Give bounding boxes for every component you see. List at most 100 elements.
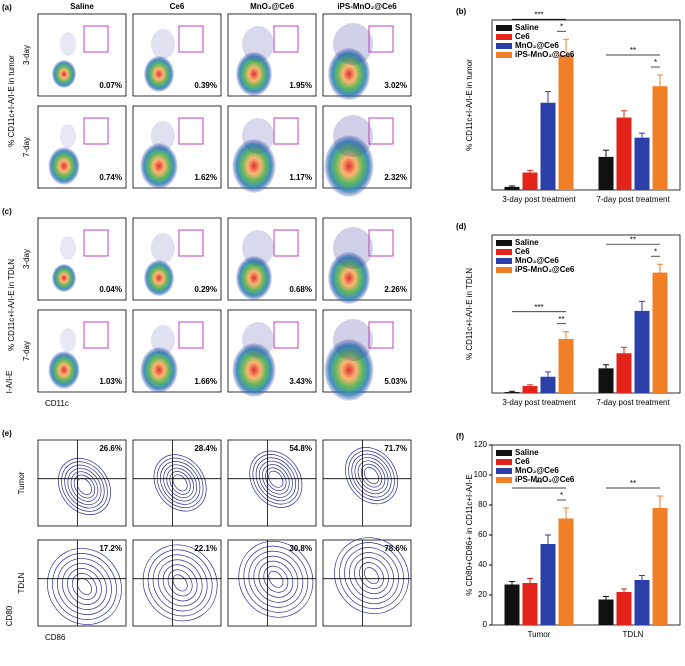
significance-label: ** bbox=[536, 479, 542, 488]
bar bbox=[598, 368, 614, 393]
gate bbox=[273, 229, 299, 257]
y-axis-title: % CD80+CD86+ in CD11c+I-A/I-E bbox=[465, 474, 474, 595]
cell-cloud bbox=[333, 23, 373, 65]
legend-swatch bbox=[496, 267, 512, 273]
contour bbox=[47, 548, 122, 625]
bar bbox=[652, 272, 668, 393]
cell-cloud bbox=[140, 143, 178, 189]
gate bbox=[273, 25, 299, 53]
legend-swatch bbox=[496, 25, 512, 31]
plot-frame bbox=[322, 539, 412, 627]
cell-cloud bbox=[140, 347, 178, 393]
legend-label: Saline bbox=[515, 448, 539, 457]
significance-label: * bbox=[654, 247, 657, 256]
bar bbox=[558, 338, 574, 393]
contour bbox=[166, 467, 194, 499]
legend-swatch bbox=[496, 258, 512, 264]
gate bbox=[368, 321, 394, 349]
row-label: Tumor bbox=[17, 471, 26, 494]
y-tick-label: 80 bbox=[478, 500, 487, 509]
contour bbox=[249, 450, 303, 508]
significance-label: *** bbox=[534, 303, 543, 312]
contour bbox=[238, 540, 314, 618]
cell-cloud bbox=[242, 230, 274, 266]
x-tick-label: Tumor bbox=[528, 630, 551, 639]
axis-label: CD86 bbox=[45, 633, 66, 642]
cell-cloud bbox=[232, 343, 276, 397]
contour bbox=[156, 457, 204, 509]
contour bbox=[152, 554, 208, 612]
gate-percent: 1.95% bbox=[289, 81, 312, 90]
legend-label: MnO₂@Ce6 bbox=[515, 41, 559, 50]
legend-label: iPS-MnO₂@Ce6 bbox=[515, 265, 575, 274]
quadrant-percent: 71.7% bbox=[384, 444, 407, 453]
gate bbox=[178, 117, 204, 145]
panel-label: (e) bbox=[2, 429, 12, 438]
x-tick-label: 3-day post treatment bbox=[502, 195, 576, 204]
bar bbox=[558, 54, 574, 190]
gate bbox=[273, 321, 299, 349]
quadrant-percent: 17.2% bbox=[99, 544, 122, 553]
panel-label: (a) bbox=[2, 3, 12, 12]
axis-label: CD11c bbox=[45, 399, 69, 408]
bar bbox=[522, 386, 538, 393]
bar bbox=[558, 518, 574, 625]
cell-cloud bbox=[60, 328, 76, 352]
contour bbox=[72, 573, 97, 600]
significance-label: * bbox=[654, 58, 657, 67]
cell-cloud bbox=[48, 351, 80, 389]
y-tick-label: 120 bbox=[474, 440, 488, 449]
row-label: 7-day bbox=[22, 341, 31, 361]
contour bbox=[70, 471, 99, 502]
cell-cloud bbox=[328, 252, 370, 304]
gate bbox=[178, 229, 204, 257]
bar bbox=[504, 584, 520, 625]
contour bbox=[258, 560, 294, 598]
contour bbox=[67, 468, 102, 506]
cell-cloud bbox=[60, 236, 76, 260]
quadrant-percent: 54.8% bbox=[289, 444, 312, 453]
contour bbox=[142, 544, 218, 622]
bar bbox=[634, 580, 650, 625]
cell-cloud bbox=[52, 264, 76, 292]
quadrant-percent: 30.8% bbox=[289, 544, 312, 553]
gate-percent: 0.04% bbox=[99, 285, 122, 294]
contour bbox=[76, 478, 92, 496]
y-tick-label: 60 bbox=[478, 530, 487, 539]
cell-cloud bbox=[324, 135, 374, 197]
significance-label: * bbox=[560, 22, 563, 31]
contour bbox=[64, 464, 105, 509]
legend-label: MnO₂@Ce6 bbox=[515, 466, 559, 475]
cell-cloud bbox=[52, 60, 76, 88]
contour bbox=[172, 474, 188, 492]
bar bbox=[598, 599, 614, 625]
contour bbox=[76, 578, 92, 596]
cell-cloud bbox=[48, 147, 80, 185]
contour bbox=[360, 463, 383, 488]
legend-swatch bbox=[496, 249, 512, 255]
gate bbox=[368, 229, 394, 257]
bar bbox=[504, 392, 520, 393]
plot-frame bbox=[322, 439, 412, 527]
bar bbox=[616, 592, 632, 625]
cell-cloud bbox=[236, 256, 272, 300]
column-title: iPS-MnO₂@Ce6 bbox=[337, 2, 397, 11]
bar bbox=[522, 583, 538, 625]
contour bbox=[255, 457, 296, 502]
bar bbox=[540, 376, 556, 393]
contour bbox=[57, 558, 112, 615]
row-label: TDLN bbox=[17, 572, 26, 593]
contour bbox=[52, 553, 117, 620]
bar bbox=[598, 156, 614, 190]
legend-swatch bbox=[496, 240, 512, 246]
contour bbox=[163, 464, 198, 502]
contour bbox=[262, 464, 290, 495]
cell-cloud bbox=[60, 124, 76, 148]
significance-label: ** bbox=[558, 315, 564, 324]
row-label: 7-day bbox=[22, 137, 31, 157]
cell-cloud bbox=[151, 121, 175, 151]
cell-cloud bbox=[242, 322, 274, 358]
contour bbox=[147, 549, 213, 617]
bar bbox=[616, 117, 632, 190]
